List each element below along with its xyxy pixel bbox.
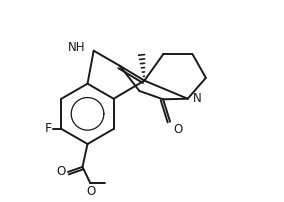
Text: O: O: [174, 123, 183, 136]
Text: N: N: [193, 92, 201, 105]
Text: F: F: [45, 122, 52, 135]
Text: NH: NH: [68, 41, 85, 54]
Text: O: O: [86, 185, 95, 198]
Text: O: O: [57, 165, 66, 178]
